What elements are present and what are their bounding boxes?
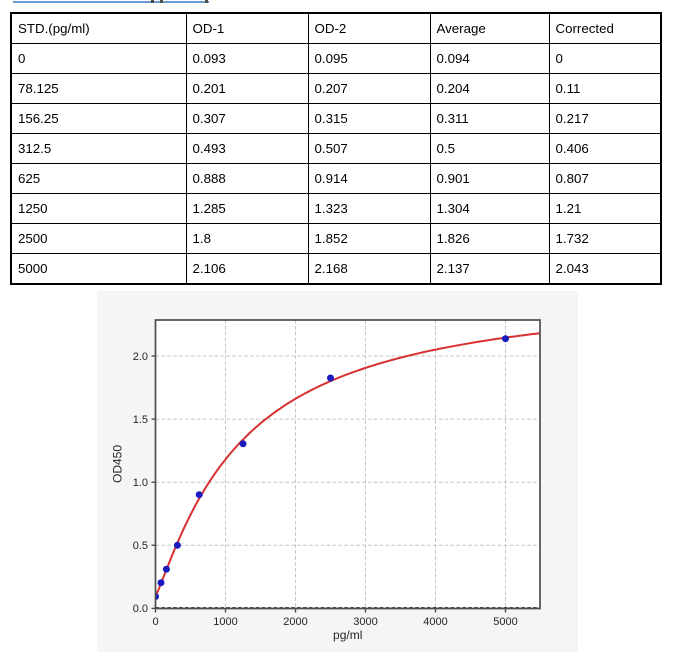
svg-text:0.0: 0.0 <box>133 603 148 615</box>
svg-text:1.0: 1.0 <box>133 477 148 489</box>
svg-text:pg/ml: pg/ml <box>333 628 362 642</box>
svg-text:4000: 4000 <box>423 616 447 628</box>
svg-text:2000: 2000 <box>283 616 307 628</box>
svg-text:OD450: OD450 <box>111 445 125 483</box>
svg-text:1.5: 1.5 <box>133 414 148 426</box>
svg-text:0.5: 0.5 <box>133 540 148 552</box>
svg-text:3000: 3000 <box>353 616 377 628</box>
svg-text:2.0: 2.0 <box>133 351 148 363</box>
svg-text:5000: 5000 <box>493 616 517 628</box>
svg-text:1000: 1000 <box>213 616 237 628</box>
svg-text:0: 0 <box>152 616 158 628</box>
